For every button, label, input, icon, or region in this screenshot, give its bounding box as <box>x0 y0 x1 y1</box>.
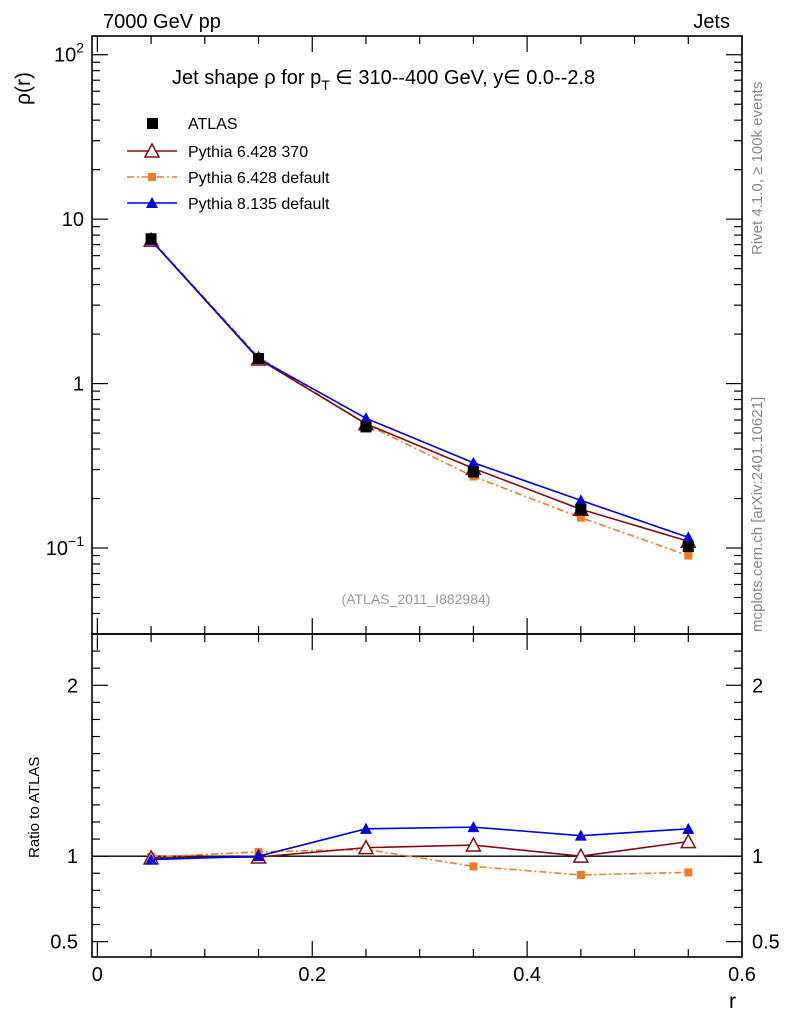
legend-item-pythia6-default: Pythia 6.428 default <box>127 170 330 187</box>
main-series-line <box>150 238 689 557</box>
main-ytick-exp: 2 <box>76 40 84 56</box>
ratio-point-pythia6-default <box>469 862 478 871</box>
ratio-point-pythia6-370 <box>357 839 375 855</box>
ratio-panel-series <box>142 821 697 879</box>
xtick-label: 0.4 <box>513 964 541 986</box>
legend-marker-atlas <box>147 118 158 129</box>
ratio-point-pythia8 <box>252 850 265 862</box>
main-series-line <box>150 239 689 539</box>
ratio-panel-frame <box>91 633 743 958</box>
main-panel-series <box>142 231 697 560</box>
ratio-ytick-label: 1 <box>67 846 78 868</box>
xtick-label: 0.6 <box>728 964 756 986</box>
main-point-pythia8 <box>574 494 587 506</box>
main-ylabel: ρ(r) <box>12 72 35 105</box>
ratio-point-pythia8 <box>467 821 480 833</box>
legend-marker-pythia6-370 <box>143 142 161 158</box>
main-point-pythia6-default <box>576 513 585 522</box>
main-point-pythia8 <box>467 456 480 468</box>
mcplots-label: mcplots.cern.ch [arXiv:2401.10621] <box>749 397 766 632</box>
ratio-point-pythia8 <box>145 853 158 865</box>
rivet-label: Rivet 4.1.0, ≥ 100k events <box>749 82 766 255</box>
ratio-series-line-pythia6-370 <box>151 840 689 859</box>
ratio-point-pythia8 <box>574 829 587 841</box>
xtick-label: 0 <box>92 964 103 986</box>
main-ytick-label: 10 <box>62 209 84 231</box>
main-point-atlas <box>575 503 587 515</box>
main-point-atlas <box>253 353 265 365</box>
main-point-atlas <box>145 233 157 245</box>
legend-marker-pythia6-default <box>148 173 156 181</box>
main-ytick-label: 102 <box>54 40 84 67</box>
legend-item-pythia6-370: Pythia 6.428 370 <box>127 142 308 161</box>
ratio-point-pythia6-370 <box>465 836 482 852</box>
legend-item-pythia8: Pythia 8.135 default <box>127 196 330 213</box>
header-left: 7000 GeV pp <box>103 11 221 33</box>
ratio-ytick-label-right: 0.5 <box>752 932 780 954</box>
ratio-point-pythia6-370 <box>572 847 590 863</box>
main-point-pythia8 <box>682 531 695 543</box>
ratio-series-line-pythia8 <box>151 826 689 861</box>
ratio-ylabel: Ratio to ATLAS <box>26 757 43 858</box>
main-ytick-base: 10 <box>46 538 68 560</box>
analysis-tag: (ATLAS_2011_I882984) <box>342 591 491 607</box>
main-point-atlas <box>360 421 372 433</box>
legend: ATLAS Pythia 6.428 370 Pythia 6.428 defa… <box>127 116 330 213</box>
main-point-atlas <box>467 466 479 478</box>
main-ytick-exp: −1 <box>68 533 84 549</box>
ratio-point-pythia8 <box>682 822 695 834</box>
ratio-ytick-label-right: 2 <box>752 675 763 697</box>
main-point-pythia8 <box>359 412 372 424</box>
title-sub: T <box>321 77 330 93</box>
main-point-pythia6-default <box>684 551 693 560</box>
legend-label-atlas: ATLAS <box>188 116 238 133</box>
title-post: ∈ 310--400 GeV, y∈ 0.0--2.8 <box>330 67 595 89</box>
ratio-point-pythia6-default <box>684 868 693 877</box>
main-ytick-label: 10−1 <box>46 533 84 560</box>
x-axis-label: r <box>729 990 736 1013</box>
ratio-panel-ticks: 0.5 0.5 1 1 2 2 0 0.2 0.4 0.6 <box>50 634 780 986</box>
legend-marker-pythia8 <box>146 197 158 208</box>
legend-label-pythia6-default: Pythia 6.428 default <box>188 170 330 187</box>
ratio-point-pythia6-default <box>576 870 585 879</box>
main-series-line <box>150 239 689 542</box>
legend-label-pythia8: Pythia 8.135 default <box>188 196 330 213</box>
xtick-label: 0.2 <box>298 964 326 986</box>
main-title: Jet shape ρ for pT ∈ 310--400 GeV, y∈ 0.… <box>172 67 595 93</box>
title-pre: Jet shape ρ for p <box>172 67 321 89</box>
main-ytick-label: 1 <box>73 374 84 396</box>
ratio-ytick-label: 0.5 <box>50 932 78 954</box>
main-point-atlas <box>682 541 694 553</box>
legend-item-atlas: ATLAS <box>147 116 238 133</box>
ratio-ytick-label: 2 <box>67 675 78 697</box>
legend-label-pythia6-370: Pythia 6.428 370 <box>188 144 308 161</box>
ratio-point-pythia8 <box>359 822 372 834</box>
header-right: Jets <box>693 11 730 33</box>
ratio-point-pythia6-370 <box>680 833 697 849</box>
ratio-ytick-label-right: 1 <box>752 846 763 868</box>
main-ytick-base: 10 <box>54 45 76 67</box>
